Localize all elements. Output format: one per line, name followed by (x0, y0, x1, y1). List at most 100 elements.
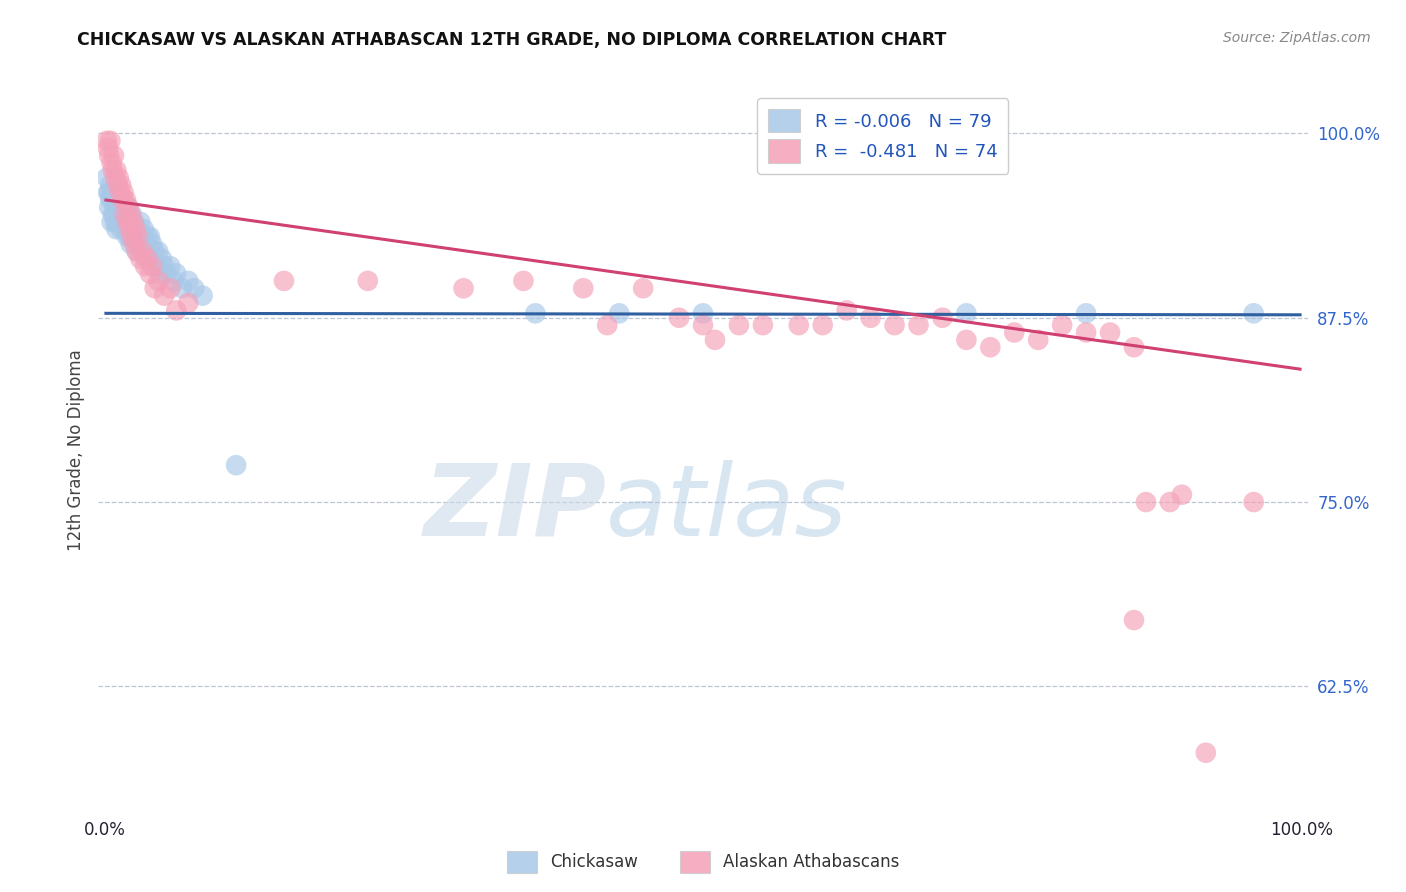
Point (631, 281, 654, 295)
Point (1099, 326, 1122, 340)
Point (191, 288, 214, 302)
Legend: Chickasaw, Alaskan Athabascans: Chickasaw, Alaskan Athabascans (501, 845, 905, 880)
Point (101, 163, 124, 178)
Point (907, 318, 929, 332)
Point (955, 333, 977, 347)
Point (107, 215, 129, 229)
Point (111, 215, 134, 229)
Point (115, 208, 138, 222)
Point (110, 222, 132, 236)
Point (98, 148, 121, 162)
Point (132, 244, 155, 259)
Point (524, 306, 547, 320)
Point (177, 274, 200, 288)
Point (143, 244, 166, 259)
Point (165, 303, 187, 318)
Point (183, 281, 205, 295)
Point (835, 303, 858, 318)
Point (124, 222, 146, 236)
Text: atlas: atlas (606, 459, 848, 557)
Point (955, 306, 977, 320)
Point (110, 208, 132, 222)
Point (121, 229, 143, 244)
Point (136, 229, 159, 244)
Point (163, 274, 186, 288)
Point (125, 244, 148, 259)
Point (811, 318, 834, 332)
Point (859, 310, 882, 325)
Point (149, 267, 172, 281)
Point (124, 237, 146, 252)
Point (132, 244, 155, 259)
Point (159, 259, 181, 273)
Point (105, 222, 128, 236)
Point (787, 318, 810, 332)
Point (105, 193, 128, 207)
Point (1159, 495, 1181, 509)
Point (607, 306, 630, 320)
Point (110, 178, 132, 192)
Point (118, 222, 141, 236)
Point (107, 200, 129, 214)
Point (100, 156, 122, 170)
Point (139, 267, 162, 281)
Point (117, 200, 139, 214)
Point (1074, 326, 1097, 340)
Point (108, 215, 131, 229)
Point (111, 200, 134, 214)
Point (107, 178, 129, 192)
Point (118, 229, 141, 244)
Point (177, 296, 200, 310)
Point (120, 215, 142, 229)
Point (357, 274, 380, 288)
Point (121, 208, 143, 222)
Point (115, 193, 138, 207)
Point (97, 141, 120, 155)
Point (114, 208, 136, 222)
Point (1135, 495, 1157, 509)
Point (1074, 306, 1097, 320)
Point (1123, 340, 1146, 354)
Point (1026, 333, 1049, 347)
Point (596, 318, 619, 332)
Point (101, 208, 124, 222)
Point (112, 215, 135, 229)
Point (1195, 746, 1218, 760)
Point (107, 193, 129, 207)
Point (127, 229, 149, 244)
Point (453, 281, 475, 295)
Point (139, 229, 162, 244)
Point (121, 229, 143, 244)
Point (704, 333, 727, 347)
Point (124, 229, 146, 244)
Point (134, 259, 156, 273)
Point (105, 163, 128, 178)
Point (129, 252, 152, 266)
Point (141, 237, 163, 252)
Point (115, 222, 138, 236)
Point (115, 229, 138, 244)
Point (512, 274, 534, 288)
Point (1171, 488, 1194, 502)
Text: CHICKASAW VS ALASKAN ATHABASCAN 12TH GRADE, NO DIPLOMA CORRELATION CHART: CHICKASAW VS ALASKAN ATHABASCAN 12TH GRA… (77, 31, 946, 49)
Point (103, 186, 125, 200)
Y-axis label: 12th Grade, No Diploma: 12th Grade, No Diploma (66, 350, 84, 551)
Point (112, 193, 135, 207)
Point (98, 186, 121, 200)
Point (100, 215, 122, 229)
Point (273, 274, 295, 288)
Point (100, 178, 122, 192)
Point (115, 200, 138, 214)
Point (107, 208, 129, 222)
Point (103, 208, 125, 222)
Point (100, 193, 122, 207)
Point (692, 318, 714, 332)
Point (115, 215, 138, 229)
Point (104, 200, 127, 214)
Point (108, 200, 131, 214)
Point (138, 244, 160, 259)
Point (107, 170, 129, 185)
Point (96, 170, 118, 185)
Point (728, 318, 751, 332)
Point (1243, 306, 1265, 320)
